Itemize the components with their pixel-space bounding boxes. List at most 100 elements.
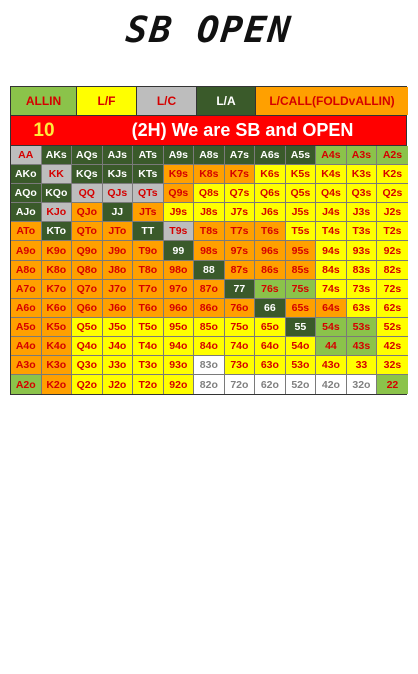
hand-cell-86o: 86o <box>194 298 225 318</box>
hand-cell-kqs: KQs <box>72 165 103 185</box>
hand-cell-q5s: Q5s <box>285 184 317 204</box>
hand-cell-t5o: T5o <box>133 317 164 337</box>
hand-cell-a6s: A6s <box>255 146 286 166</box>
hand-cell-a6o: A6o <box>11 298 42 318</box>
hand-cell-a5o: A5o <box>11 317 42 337</box>
scenario-number: 10 <box>33 119 55 141</box>
hand-cell-a4s: A4s <box>316 146 347 166</box>
hand-cell-k6s: K6s <box>255 165 286 185</box>
hand-cell-j6o: J6o <box>102 298 134 318</box>
hand-cell-k7s: K7s <box>224 165 256 185</box>
hand-cell-t4s: T4s <box>316 222 347 242</box>
scenario-text: (2H) We are SB and OPEN <box>131 120 354 140</box>
hand-cell-j2s: J2s <box>377 203 408 223</box>
hand-cell-j9o: J9o <box>102 241 134 261</box>
hand-cell-97o: 97o <box>163 279 195 299</box>
hand-cell-93o: 93o <box>163 356 195 376</box>
hand-cell-65s: 65s <box>285 298 317 318</box>
hand-cell-64s: 64s <box>316 298 347 318</box>
hand-cell-86s: 86s <box>255 260 286 280</box>
hand-cell-87o: 87o <box>194 279 225 299</box>
legend-item-allin: ALLIN <box>11 87 77 115</box>
hand-cell-a9o: A9o <box>11 241 42 261</box>
hand-cell-aqs: AQs <box>72 146 103 166</box>
hand-cell-a2o: A2o <box>11 375 42 395</box>
hand-cell-q6s: Q6s <box>255 184 286 204</box>
action-legend: ALLIN L/F L/C L/A L/CALL(FOLDvALLIN) <box>10 86 408 116</box>
hand-cell-aa: AA <box>11 146 42 166</box>
hand-cell-k3o: K3o <box>41 356 73 376</box>
hand-cell-98o: 98o <box>163 260 195 280</box>
hand-cell-85s: 85s <box>285 260 317 280</box>
hand-cell-j8o: J8o <box>102 260 134 280</box>
hand-cell-75o: 75o <box>224 317 256 337</box>
hand-cell-qq: QQ <box>72 184 103 204</box>
hand-cell-94s: 94s <box>316 241 347 261</box>
hand-cell-q4s: Q4s <box>316 184 347 204</box>
hand-cell-j7s: J7s <box>224 203 256 223</box>
hand-cell-52o: 52o <box>285 375 317 395</box>
hand-cell-t3s: T3s <box>346 222 378 242</box>
hand-cell-73s: 73s <box>346 279 378 299</box>
hand-cell-95o: 95o <box>163 317 195 337</box>
hand-cell-32s: 32s <box>377 356 408 376</box>
hand-cell-k3s: K3s <box>346 165 378 185</box>
hand-cell-jts: JTs <box>133 203 164 223</box>
hand-cell-65o: 65o <box>255 317 286 337</box>
hand-cell-q9o: Q9o <box>72 241 103 261</box>
hand-cell-99: 99 <box>163 241 195 261</box>
hand-cell-k5s: K5s <box>285 165 317 185</box>
hand-cell-t5s: T5s <box>285 222 317 242</box>
hand-cell-a3s: A3s <box>346 146 378 166</box>
hand-cell-t8s: T8s <box>194 222 225 242</box>
hand-cell-43s: 43s <box>346 336 378 357</box>
legend-item-l-a: L/A <box>197 87 256 115</box>
hand-cell-a8s: A8s <box>194 146 225 166</box>
hand-cell-j6s: J6s <box>255 203 286 223</box>
hand-cell-66: 66 <box>255 298 286 318</box>
hand-cell-33: 33 <box>346 356 378 376</box>
hand-cell-k8o: K8o <box>41 260 73 280</box>
hand-cell-qjs: QJs <box>102 184 134 204</box>
hand-cell-t6o: T6o <box>133 298 164 318</box>
hand-cell-44: 44 <box>316 336 347 357</box>
hand-cell-ajo: AJo <box>11 203 42 223</box>
hand-cell-53s: 53s <box>346 317 378 337</box>
hand-cell-76o: 76o <box>224 298 256 318</box>
hand-cell-a2s: A2s <box>377 146 408 166</box>
hand-cell-q8o: Q8o <box>72 260 103 280</box>
hand-cell-q5o: Q5o <box>72 317 103 337</box>
page-title: SB OPEN <box>123 10 295 51</box>
hand-cell-97s: 97s <box>224 241 256 261</box>
hand-cell-j3s: J3s <box>346 203 378 223</box>
hand-cell-84o: 84o <box>194 336 225 357</box>
hand-cell-32o: 32o <box>346 375 378 395</box>
hand-cell-qts: QTs <box>133 184 164 204</box>
hand-cell-72o: 72o <box>224 375 256 395</box>
hand-cell-k6o: K6o <box>41 298 73 318</box>
hand-cell-95s: 95s <box>285 241 317 261</box>
hand-cell-j7o: J7o <box>102 279 134 299</box>
hand-grid: AA AKs AQs AJs ATs A9s A8s A7s A6s A5s A4s A3s A2s AK… <box>10 146 408 396</box>
hand-cell-kto: KTo <box>41 222 73 242</box>
hand-cell-aks: AKs <box>41 146 73 166</box>
range-chart: ALLIN L/F L/C L/A L/CALL(FOLDvALLIN) 10 (2H)… <box>10 86 408 396</box>
hand-cell-76s: 76s <box>255 279 286 299</box>
hand-cell-kqo: KQo <box>41 184 73 204</box>
hand-cell-54s: 54s <box>316 317 347 337</box>
hand-cell-42o: 42o <box>316 375 347 395</box>
hand-cell-q7s: Q7s <box>224 184 256 204</box>
hand-cell-74s: 74s <box>316 279 347 299</box>
hand-cell-83o: 83o <box>194 356 225 376</box>
hand-cell-q9s: Q9s <box>163 184 195 204</box>
hand-cell-qto: QTo <box>72 222 103 242</box>
hand-cell-ato: ATo <box>11 222 42 242</box>
hand-cell-64o: 64o <box>255 336 286 357</box>
hand-cell-q3s: Q3s <box>346 184 378 204</box>
hand-cell-77: 77 <box>224 279 256 299</box>
hand-cell-73o: 73o <box>224 356 256 376</box>
hand-cell-t9o: T9o <box>133 241 164 261</box>
hand-cell-kk: KK <box>41 165 73 185</box>
hand-cell-a7s: A7s <box>224 146 256 166</box>
hand-cell-a7o: A7o <box>11 279 42 299</box>
